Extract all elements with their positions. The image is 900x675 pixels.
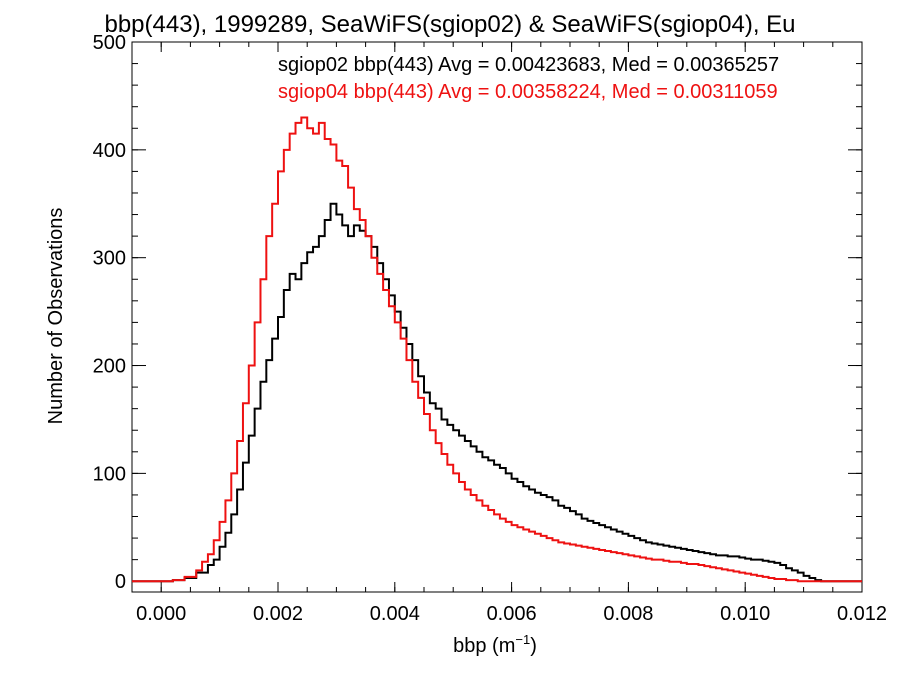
y-tick-label: 300 [93,248,126,270]
x-tick-label: 0.010 [720,603,770,625]
y-tick-label: 0 [115,571,126,593]
plot-area: 0.000 0.002 0.004 0.006 0.008 0.010 0.012 0 100 2… [93,32,887,625]
x-tick-label: 0.012 [837,603,887,625]
x-tick-label: 0.006 [487,603,537,625]
series-line-1 [132,116,862,583]
annotation-sgiop04: sgiop04 bbp(443) Avg = 0.00358224, Med =… [278,81,778,103]
x-axis-label-tail: ) [530,635,537,657]
x-tick-label: 0.000 [136,603,186,625]
annotation-sgiop02: sgiop02 bbp(443) Avg = 0.00423683, Med =… [278,54,779,76]
chart-title: bbp(443), 1999289, SeaWiFS(sgiop02) & Se… [104,11,795,38]
series-line-0 [132,202,862,583]
x-axis-label-sup: −1 [515,632,530,647]
x-axis-label: bbp (m−1) [453,632,537,657]
y-tick-label: 400 [93,140,126,162]
x-tick-label: 0.004 [370,603,420,625]
x-axis-label-main: bbp (m [453,635,515,657]
y-tick-label: 200 [93,356,126,378]
plot-frame [131,41,863,593]
x-tick-label: 0.008 [603,603,653,625]
y-axis-label: Number of Observations [45,208,67,425]
y-tick-label: 500 [93,32,126,54]
x-tick-label: 0.002 [253,603,303,625]
y-tick-label: 100 [93,463,126,485]
